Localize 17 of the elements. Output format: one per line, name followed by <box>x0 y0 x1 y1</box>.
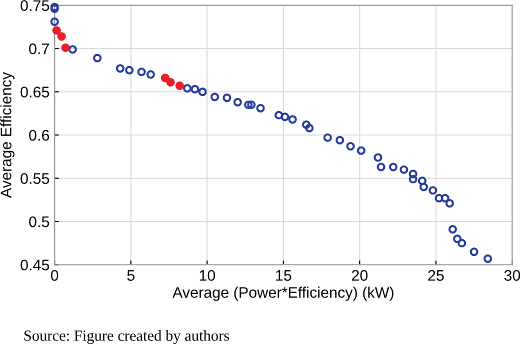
y-tick-label: 0.7 <box>29 43 49 54</box>
y-tick-label: 0.55 <box>20 173 50 184</box>
y-tick-label: 0.5 <box>29 216 50 228</box>
x-tick-label: 0 <box>50 270 58 281</box>
x-tick-label: 15 <box>276 270 292 281</box>
x-tick-label: 5 <box>127 270 134 281</box>
y-tick-label: 0.75 <box>20 0 50 11</box>
x-tick-label: 10 <box>200 270 216 281</box>
x-tick-label: 25 <box>428 270 444 281</box>
x-tick-label: 20 <box>352 270 368 281</box>
x-tick-label: 30 <box>504 270 520 281</box>
y-tick-label: 0.6 <box>29 130 50 141</box>
y-axis-title: Average Efficiency <box>0 72 14 198</box>
source-note: Source: Figure created by authors <box>24 330 230 344</box>
x-axis-title: Average (Power*Efficiency) (kW) <box>172 286 394 301</box>
y-tick-label: 0.65 <box>20 86 50 98</box>
y-tick-label: 0.45 <box>20 260 50 270</box>
